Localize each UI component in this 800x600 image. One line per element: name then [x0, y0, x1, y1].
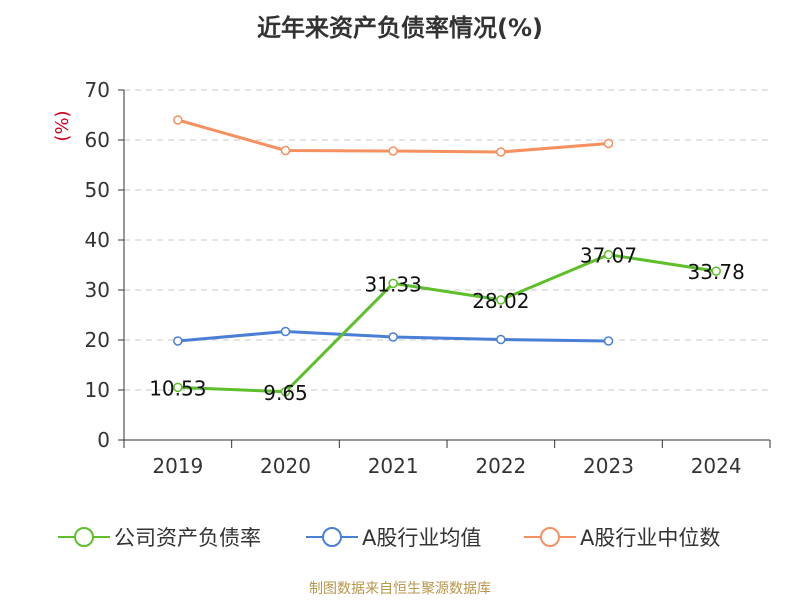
- y-tick-label: 50: [85, 178, 110, 202]
- data-point-company: [711, 266, 721, 276]
- x-tick-label: 2022: [475, 454, 526, 478]
- data-point-industry-avg: [603, 336, 614, 346]
- data-label: 31.33: [365, 272, 422, 296]
- chart-title: 近年来资产负债率情况(%): [257, 14, 543, 42]
- legend-label-industry-avg: A股行业均值: [362, 526, 482, 550]
- data-point-company: [173, 382, 183, 393]
- legend-item-company[interactable]: 公司资产负债率: [58, 522, 261, 552]
- data-point-industry-median: [173, 115, 183, 125]
- data-point-company: [496, 295, 506, 305]
- x-tick-label: 2024: [691, 454, 742, 478]
- legend-marker-company: [58, 527, 110, 547]
- data-label: 9.65: [263, 381, 308, 405]
- x-tick-label: 2023: [583, 454, 634, 478]
- y-tick-label: 0: [97, 428, 110, 452]
- x-tick-label: 2020: [260, 454, 311, 478]
- data-point-industry-avg: [388, 332, 398, 342]
- legend-item-industry-median[interactable]: A股行业中位数: [524, 522, 720, 552]
- data-point-industry-median: [280, 145, 291, 156]
- y-tick-label: 10: [85, 378, 110, 402]
- data-label: 37.07: [580, 244, 637, 268]
- data-label: 28.02: [472, 289, 529, 313]
- y-axis-label: (%): [52, 110, 73, 141]
- legend-marker-industry-median: [524, 527, 576, 547]
- series-line-company: [177, 253, 717, 394]
- x-tick-label: 2019: [152, 454, 203, 478]
- data-point-industry-avg: [280, 326, 291, 337]
- data-point-company: [388, 278, 398, 289]
- data-point-industry-median: [603, 138, 614, 149]
- data-point-industry-median: [388, 146, 398, 156]
- y-tick-label: 20: [85, 328, 110, 352]
- legend-label-company: 公司资产负债率: [114, 526, 261, 550]
- data-point-company: [280, 387, 291, 397]
- y-tick-label: 30: [85, 278, 110, 302]
- y-tick-label: 60: [85, 128, 110, 152]
- data-point-company: [603, 249, 614, 260]
- legend-marker-industry-avg: [306, 527, 358, 547]
- data-label: 10.53: [149, 376, 206, 400]
- source-note: 制图数据来自恒生聚源数据库: [309, 581, 491, 597]
- data-point-industry-avg: [173, 336, 183, 346]
- legend-item-industry-avg[interactable]: A股行业均值: [306, 522, 481, 552]
- y-tick-label: 70: [85, 78, 110, 102]
- data-label: 33.78: [688, 260, 745, 284]
- legend-label-industry-median: A股行业中位数: [580, 526, 721, 550]
- x-tick-label: 2021: [368, 454, 419, 478]
- data-point-industry-avg: [496, 334, 506, 345]
- data-point-industry-median: [496, 147, 506, 157]
- y-tick-label: 40: [85, 228, 110, 252]
